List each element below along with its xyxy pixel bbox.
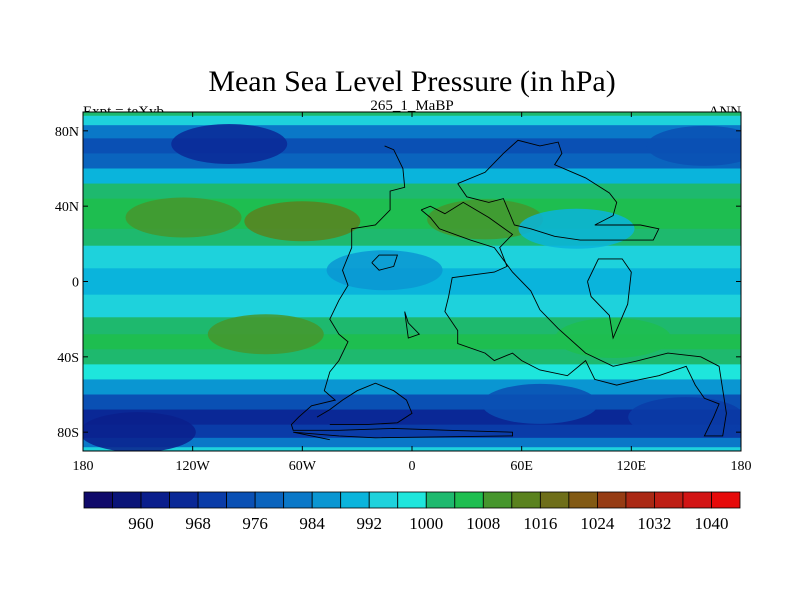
- colorbar-swatch: [254, 491, 285, 509]
- coastline: [457, 139, 660, 241]
- colorbar-swatch: [568, 491, 598, 509]
- pressure-band: [83, 424, 741, 439]
- y-tick-label: 0: [72, 276, 79, 291]
- colorbar-swatch: [539, 491, 570, 509]
- coastline: [316, 382, 413, 426]
- coastlines: [290, 139, 727, 441]
- x-tick-label: 120W: [176, 459, 211, 474]
- colorbar-label: 992: [356, 514, 382, 533]
- coastline: [404, 311, 421, 339]
- colorbar-swatch: [682, 491, 712, 509]
- x-tick-label: 120E: [617, 459, 647, 474]
- colorbar-label: 984: [299, 514, 325, 533]
- colorbar-swatch: [711, 491, 741, 509]
- pressure-anomaly: [125, 197, 242, 238]
- x-tick-label: 60E: [510, 459, 533, 474]
- pressure-band: [83, 183, 741, 200]
- colorbar-swatch: [482, 491, 513, 509]
- x-tick-label: 180: [73, 459, 94, 474]
- pressure-anomaly: [646, 125, 741, 166]
- y-tick-label: 40S: [57, 351, 79, 366]
- pressure-anomaly: [481, 383, 598, 424]
- pressure-band: [83, 294, 741, 318]
- colorbar-swatch: [283, 491, 313, 509]
- pressure-band: [83, 437, 741, 448]
- colorbar-swatch: [340, 491, 370, 509]
- colorbar-swatch: [226, 491, 256, 509]
- pressure-band: [83, 115, 741, 126]
- colorbar-swatch: [197, 491, 228, 509]
- pressure-anomaly: [83, 412, 196, 451]
- y-tick-label: 80S: [57, 426, 79, 441]
- colorbar-swatch: [397, 491, 427, 509]
- pressure-band: [83, 168, 741, 185]
- pressure-anomaly: [171, 124, 288, 165]
- colorbar-label: 1032: [637, 514, 671, 533]
- colorbar-label: 960: [128, 514, 154, 533]
- colorbar: 960 968 976 984 992 1000 1008 1016 1024 1032 1040: [83, 491, 741, 533]
- chart-title: Mean Sea Level Pressure (in hPa): [208, 65, 615, 98]
- pressure-anomaly: [326, 250, 443, 291]
- coastline: [420, 201, 727, 437]
- colorbar-swatch: [368, 491, 399, 509]
- colorbar-swatch: [425, 491, 456, 509]
- colorbar-swatch: [625, 491, 655, 509]
- coastline: [290, 145, 513, 441]
- x-axis: 180 120W 60W 0 60E 120E 180: [73, 112, 752, 474]
- coastline: [587, 258, 632, 340]
- y-tick-label: 40N: [55, 200, 79, 215]
- colorbar-swatch: [140, 491, 170, 509]
- colorbar-label: 1040: [694, 514, 728, 533]
- colorbar-label: 1008: [466, 514, 500, 533]
- pressure-anomaly: [427, 199, 544, 240]
- colorbar-label: 976: [242, 514, 268, 533]
- colorbar-swatch: [169, 491, 199, 509]
- colorbar-swatch: [83, 491, 113, 509]
- period-label: 265_1_MaBP: [370, 98, 453, 114]
- pressure-band: [83, 379, 741, 396]
- x-tick-label: 180: [731, 459, 752, 474]
- colorbar-label: 968: [185, 514, 211, 533]
- pressure-band: [83, 364, 741, 381]
- colorbar-swatch: [596, 491, 627, 509]
- plot-area: [83, 112, 741, 451]
- colorbar-label: 1016: [523, 514, 557, 533]
- coastline: [371, 254, 399, 271]
- y-axis: 80N 40N 0 40S 80S: [55, 125, 741, 441]
- colorbar-swatch: [654, 491, 684, 509]
- pressure-anomaly: [628, 397, 741, 438]
- pressure-band: [83, 153, 741, 170]
- x-tick-label: 60W: [289, 459, 317, 474]
- pressure-anomaly: [207, 314, 324, 355]
- colorbar-label: 1000: [409, 514, 443, 533]
- pressure-anomaly: [518, 208, 635, 249]
- colorbar-swatch: [454, 491, 484, 509]
- pressure-anomaly: [244, 201, 361, 242]
- x-tick-label: 0: [409, 459, 416, 474]
- colorbar-swatch: [311, 491, 342, 509]
- y-tick-label: 80N: [55, 125, 79, 140]
- colorbar-swatch: [511, 491, 541, 509]
- colorbar-swatch: [112, 491, 142, 509]
- colorbar-label: 1024: [580, 514, 615, 533]
